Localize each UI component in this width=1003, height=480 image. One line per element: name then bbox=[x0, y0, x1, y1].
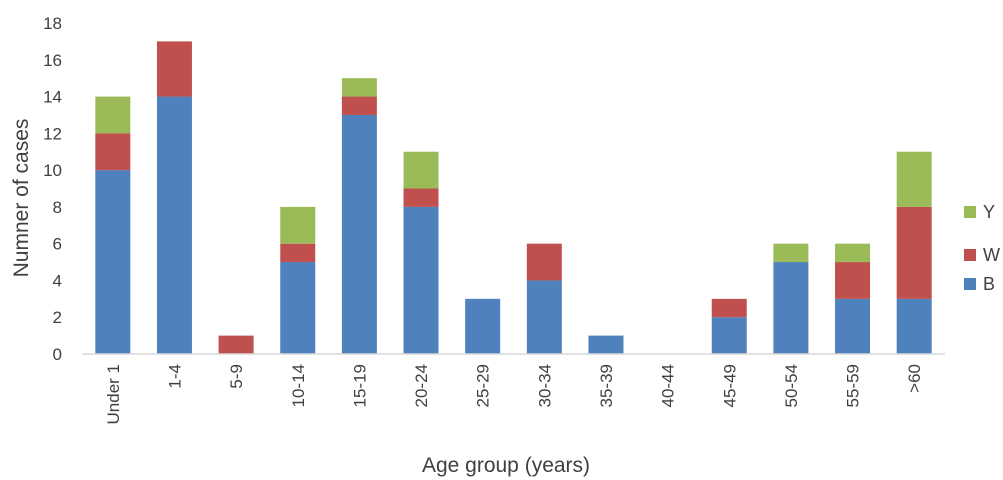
x-tick-label: 55-59 bbox=[844, 364, 863, 407]
bar-segment-w bbox=[526, 243, 562, 281]
x-tick-label: 1-4 bbox=[165, 364, 184, 389]
y-axis-ticks: 0 2 4 6 8 10 12 14 16 18 bbox=[43, 14, 62, 364]
bar-segment-y bbox=[773, 243, 809, 263]
bar-segment-b bbox=[835, 298, 871, 354]
bar-segment-w bbox=[835, 262, 871, 299]
y-tick-label: 18 bbox=[43, 14, 62, 33]
x-tick-label: 25-29 bbox=[474, 364, 493, 407]
bar-segment-w bbox=[403, 188, 439, 207]
bar-segment-y bbox=[835, 243, 871, 263]
bar-segment-b bbox=[280, 262, 316, 354]
bar-segment-w bbox=[218, 335, 254, 354]
bar-segment-b bbox=[896, 298, 932, 354]
bar-segment-y bbox=[341, 78, 377, 97]
y-tick-label: 16 bbox=[43, 51, 62, 70]
bar-segment-w bbox=[156, 41, 192, 97]
legend-swatch-y bbox=[964, 206, 976, 218]
x-tick-label: 40-44 bbox=[659, 364, 678, 407]
bar-segment-w bbox=[896, 206, 932, 299]
bar-segment-w bbox=[711, 298, 747, 318]
bar-segment-b bbox=[403, 206, 439, 354]
bar-segment-b bbox=[711, 317, 747, 354]
legend-label-b: B bbox=[983, 274, 995, 294]
y-tick-label: 2 bbox=[53, 308, 62, 327]
y-tick-label: 8 bbox=[53, 198, 62, 217]
x-tick-label: 35-39 bbox=[597, 364, 616, 407]
bar-segment-b bbox=[156, 96, 192, 355]
x-tick-label: >60 bbox=[905, 364, 924, 393]
x-tick-label: Under 1 bbox=[104, 364, 123, 424]
x-tick-label: 20-24 bbox=[412, 364, 431, 407]
y-tick-label: 6 bbox=[53, 235, 62, 254]
bar-segment-b bbox=[588, 335, 624, 354]
bar-segment-b bbox=[341, 114, 377, 354]
y-tick-label: 10 bbox=[43, 161, 62, 180]
legend: Y WB bbox=[964, 202, 1000, 294]
bar-segment-b bbox=[465, 298, 501, 354]
bar-segment-y bbox=[95, 96, 131, 134]
bar-segment-y bbox=[896, 151, 932, 207]
x-tick-label: 5-9 bbox=[227, 364, 246, 389]
bar-segment-w bbox=[95, 133, 131, 171]
x-tick-label: 30-34 bbox=[535, 364, 554, 407]
bar-segment-y bbox=[403, 151, 439, 189]
y-axis-title: Numner of cases bbox=[10, 119, 33, 278]
bar-segment-b bbox=[95, 170, 131, 354]
x-tick-label: 15-19 bbox=[350, 364, 369, 407]
y-tick-label: 12 bbox=[43, 124, 62, 143]
x-tick-label: 45-49 bbox=[720, 364, 739, 407]
bar-segment-w bbox=[341, 96, 377, 115]
x-axis-ticks: Under 1 1-4 5-9 10-14 15-19 20-24 25-29 30-34 35… bbox=[104, 364, 924, 424]
x-axis-title: Age group (years) bbox=[422, 454, 590, 477]
y-tick-label: 14 bbox=[43, 88, 62, 107]
bar-segment-w bbox=[280, 243, 316, 263]
bars bbox=[95, 41, 932, 355]
x-tick-label: 50-54 bbox=[782, 364, 801, 407]
legend-label-y: Y bbox=[983, 202, 995, 222]
bar-segment-y bbox=[280, 206, 316, 244]
y-tick-label: 4 bbox=[53, 271, 62, 290]
bar-segment-b bbox=[526, 280, 562, 354]
y-tick-label: 0 bbox=[53, 345, 62, 364]
bar-segment-b bbox=[773, 262, 809, 354]
legend-label-w: W bbox=[983, 245, 1000, 265]
legend-swatch-w bbox=[964, 249, 976, 261]
legend-swatch-b bbox=[964, 278, 976, 290]
x-tick-label: 10-14 bbox=[289, 364, 308, 407]
